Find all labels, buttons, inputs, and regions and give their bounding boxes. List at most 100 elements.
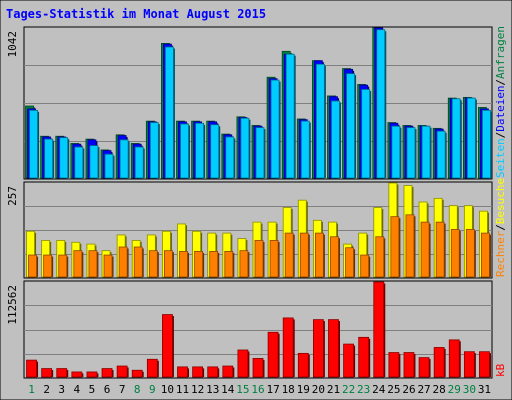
bar-bottom-kb-day-28 — [433, 347, 446, 378]
bar-bottom-kb-day-14 — [222, 365, 235, 378]
bar-body — [133, 246, 143, 278]
bar-body — [240, 117, 250, 179]
x-tick-label-day-12: 12 — [191, 383, 204, 396]
legend-separator: / — [494, 79, 507, 86]
bar-middle-rechner-day-3 — [58, 254, 69, 278]
x-tick-label-day-23: 23 — [357, 383, 370, 396]
bar-bottom-kb-day-4 — [71, 371, 84, 378]
bar-body — [300, 120, 310, 179]
bar-body — [421, 125, 431, 179]
bar-body — [207, 366, 219, 378]
bar-middle-rechner-day-9 — [148, 250, 159, 278]
bar-body — [388, 352, 400, 378]
bar-body — [148, 250, 158, 278]
bar-body — [146, 358, 158, 378]
bar-body — [315, 63, 325, 179]
x-tick-label-day-26: 26 — [402, 383, 415, 396]
x-tick-label-day-7: 7 — [119, 383, 126, 396]
bar-body — [448, 339, 460, 378]
bar-top-seiten-day-18 — [285, 53, 296, 179]
bar-top-seiten-day-22 — [346, 73, 357, 179]
x-tick-label-day-11: 11 — [176, 383, 189, 396]
bar-bottom-kb-day-15 — [237, 349, 250, 378]
bar-middle-rechner-day-6 — [103, 254, 114, 278]
bar-top-seiten-day-26 — [406, 127, 417, 179]
bar-body — [225, 136, 235, 179]
bar-top-seiten-day-3 — [59, 137, 70, 179]
bar-body — [361, 89, 371, 179]
bar-top-seiten-day-21 — [331, 100, 341, 179]
x-tick-label-day-15: 15 — [236, 383, 249, 396]
x-tick-label-day-30: 30 — [463, 383, 476, 396]
bar-bottom-kb-day-18 — [282, 317, 295, 378]
bar-bottom-kb-day-7 — [116, 365, 129, 378]
bar-body — [58, 254, 68, 278]
bar-top-seiten-day-16 — [255, 127, 266, 179]
bar-body — [56, 368, 68, 378]
bar-body — [391, 125, 401, 179]
x-tick-label-day-8: 8 — [134, 383, 141, 396]
bar-middle-rechner-day-14 — [224, 250, 235, 278]
bar-body — [210, 124, 220, 179]
bar-body — [345, 247, 354, 278]
bar-body — [103, 254, 113, 278]
bar-body — [59, 137, 69, 179]
bar-bottom-kb-day-17 — [267, 331, 280, 378]
bar-bottom-kb-day-29 — [448, 339, 461, 378]
x-tick-label-day-22: 22 — [342, 383, 355, 396]
bar-top-seiten-day-15 — [240, 117, 251, 179]
bar-body — [116, 365, 128, 378]
bar-bottom-kb-day-20 — [312, 319, 325, 378]
legend-separator: / — [494, 224, 507, 231]
bar-top-seiten-day-17 — [270, 79, 281, 179]
x-tick-label-day-25: 25 — [387, 383, 400, 396]
x-tick-label-day-4: 4 — [74, 383, 81, 396]
bar-body — [465, 229, 475, 278]
bar-bottom-kb-day-1 — [26, 359, 39, 378]
x-tick-label-day-20: 20 — [312, 383, 325, 396]
bar-body — [358, 336, 370, 378]
bar-bottom-kb-day-25 — [388, 352, 401, 378]
bar-body — [192, 366, 204, 378]
bar-body — [284, 232, 294, 278]
bar-body — [222, 365, 234, 378]
bar-body — [44, 138, 54, 179]
bar-body — [403, 352, 415, 378]
bar-body — [255, 127, 265, 179]
bar-body — [312, 319, 324, 378]
bar-middle-rechner-day-29 — [450, 229, 461, 278]
panel-bottom: 112562 — [6, 280, 493, 379]
bar-top-seiten-day-4 — [74, 146, 85, 179]
bar-middle-rechner-day-26 — [405, 214, 416, 278]
bar-body — [269, 240, 279, 278]
x-tick-label-day-1: 1 — [28, 383, 35, 396]
max-label-middle: 257 — [6, 186, 19, 206]
bar-bottom-kb-day-10 — [162, 314, 174, 378]
x-tick-label-day-5: 5 — [89, 383, 96, 396]
bar-body — [118, 246, 128, 278]
bar-top-seiten-day-14 — [225, 136, 236, 179]
bar-body — [285, 53, 295, 179]
x-tick-label-day-27: 27 — [417, 383, 430, 396]
x-tick-label-day-19: 19 — [297, 383, 310, 396]
bar-middle-rechner-day-4 — [73, 250, 84, 278]
bar-bottom-kb-day-26 — [403, 352, 416, 378]
bar-body — [360, 254, 370, 278]
x-tick-label-day-21: 21 — [327, 383, 340, 396]
bar-middle-rechner-day-11 — [179, 250, 190, 278]
bar-bottom-kb-day-6 — [101, 368, 114, 378]
bar-top-seiten-day-19 — [300, 120, 311, 179]
bar-body — [433, 347, 445, 378]
max-label-top: 1042 — [6, 31, 19, 58]
bar-body — [119, 139, 129, 179]
bar-top-seiten-day-8 — [134, 146, 145, 179]
bar-bottom-kb-day-16 — [252, 358, 265, 378]
x-tick-label-day-16: 16 — [251, 383, 264, 396]
x-tick-label-day-28: 28 — [433, 383, 446, 396]
bar-top-seiten-day-27 — [421, 125, 432, 179]
bar-bottom-kb-day-24 — [373, 281, 386, 378]
bar-middle-rechner-day-25 — [390, 216, 401, 278]
bar-body — [194, 250, 204, 278]
bar-body — [41, 368, 53, 378]
x-axis-day-labels: 1 2 3 4 5 6 7 8 9 10 11 12 13 14 15 16 17 18 19 20 21 22 23 24 2… — [28, 383, 491, 396]
